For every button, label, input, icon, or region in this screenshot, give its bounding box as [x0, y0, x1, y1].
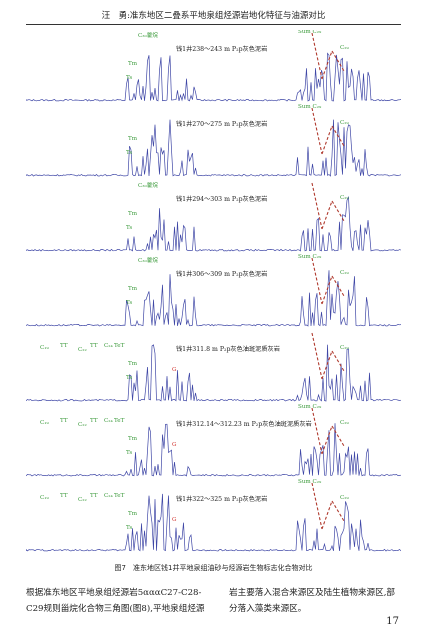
chromatogram-panel: 钱1井238～243 m P₂p灰色泥岩 C₃₀藿烷 Tm Ts Sum C₂₉ C₂₉: [26, 30, 401, 102]
peak-annotation: Ts: [126, 225, 132, 231]
peak-annotation: C₂₄: [104, 493, 114, 499]
body-text-left: 根据准东地区平地泉组烃源岩5αααC27-C28-C29规则甾烷化合物三角图(图…: [26, 588, 205, 614]
peak-annotation: Tm: [128, 361, 138, 367]
peak-annotation: C₂₉: [340, 195, 350, 201]
trend-dash-line: [311, 107, 323, 155]
chromatogram-trace: [26, 270, 401, 327]
peak-annotation: TeT: [114, 493, 125, 499]
header-rule: [26, 24, 401, 25]
peak-annotation: TT: [90, 343, 98, 349]
figure-caption: 图7 准东地区钱1井平地泉组油砂与烃源岩生物标志化合物对比: [114, 564, 313, 572]
peak-annotation: Tm: [128, 511, 138, 517]
peak-annotation: C₁₉: [40, 495, 50, 501]
peak-annotation: C₂₄: [104, 343, 114, 349]
peak-annotation: Ts: [126, 450, 132, 456]
peak-annotation: C₂₂: [78, 497, 87, 503]
body-text-right: 岩主要落入混合来源区及陆生植物来源区,部分落入藻类来源区。: [229, 588, 396, 614]
peak-annotation: G: [172, 517, 177, 523]
peak-annotation: C₁₉: [40, 420, 50, 426]
peak-annotation: Sum C₂₉: [298, 30, 322, 35]
peak-annotation: TT: [60, 493, 68, 499]
trend-dash-line: [311, 257, 323, 305]
trend-dash-line: [321, 200, 333, 230]
trend-dash-line: [331, 350, 345, 372]
peak-annotation: C₃₀藿烷: [138, 181, 158, 189]
peak-annotation: C₂₉: [340, 45, 350, 51]
peak-annotation: G: [172, 442, 177, 448]
peak-annotation: TT: [90, 493, 98, 499]
peak-annotation: C₂₉: [340, 270, 350, 276]
peak-annotation: C₂₉: [340, 420, 350, 426]
peak-annotation: C₃₀藿烷: [138, 31, 158, 39]
chromatogram-panel: 钱1井294～303 m P₂p灰色泥岩 C₃₀藿烷 Tm Ts C₂₉: [26, 181, 401, 252]
peak-annotation: G: [172, 367, 177, 373]
chromatogram-panel: 钱1井306～309 m P₂p灰色泥岩 C₃₀藿烷 Tm Ts Sum C₂₉ C₂₉: [26, 254, 401, 327]
header-title: 汪 勇:准东地区二叠系平地泉组烃源岩地化特征与油源对比: [101, 11, 326, 21]
trend-dash-line: [321, 500, 333, 530]
sample-label: 钱1井238～243 m P₂p灰色泥岩: [176, 45, 267, 53]
peak-annotation: Tm: [128, 436, 138, 442]
peak-annotation: C₃₀藿烷: [138, 256, 158, 264]
peak-annotation: Sum C₂₉: [298, 479, 322, 485]
peak-annotation: C₂₉: [340, 345, 350, 351]
peak-annotation: C₂₄: [104, 418, 114, 424]
peak-annotation: Tm: [128, 136, 138, 142]
peak-annotation: C₂₉: [340, 495, 350, 501]
sample-label: 钱1井312.14～312.23 m P₂p灰色油斑泥质灰岩: [176, 420, 312, 428]
sample-label: 钱1井306～309 m P₂p灰色泥岩: [176, 270, 267, 278]
peak-annotation: Ts: [126, 375, 132, 381]
trend-dash-line: [331, 425, 345, 447]
sample-label: 钱1井270～275 m P₂p灰色泥岩: [176, 120, 267, 128]
peak-annotation: Tm: [128, 211, 138, 217]
peak-annotation: Ts: [126, 300, 132, 306]
chromatogram-trace: [26, 52, 401, 102]
peak-annotation: Tm: [128, 286, 138, 292]
trend-dash-line: [331, 500, 345, 522]
page-number: 17: [386, 616, 399, 627]
trend-dash-line: [331, 125, 345, 147]
peak-annotation: TT: [90, 418, 98, 424]
peak-annotation: Sum C₂₉: [298, 254, 322, 260]
peak-annotation: C₂₂: [78, 347, 87, 353]
sample-label: 钱1井294～303 m P₂p灰色泥岩: [176, 195, 267, 203]
running-header: 汪 勇:准东地区二叠系平地泉组烃源岩地化特征与油源对比: [0, 0, 427, 26]
trend-dash-line: [331, 275, 345, 297]
peak-annotation: TeT: [114, 418, 125, 424]
peak-annotation: TeT: [114, 343, 125, 349]
trend-dash-line: [311, 32, 323, 80]
chromatogram-trace: [26, 344, 401, 402]
sample-label: 钱1井311.8 m P₂p灰色油斑泥质灰岩: [176, 345, 280, 353]
chromatogram-trace: [26, 195, 401, 252]
trend-dash-line: [311, 407, 323, 455]
peak-annotation: Ts: [126, 525, 132, 531]
trend-dash-line: [311, 182, 323, 230]
peak-annotation: C₂₉: [340, 120, 350, 126]
peak-annotation: C₂₂: [78, 422, 87, 428]
chromatogram-trace: [26, 493, 401, 552]
peak-annotation: Ts: [126, 150, 132, 156]
peak-annotation: Tm: [128, 61, 138, 67]
chromatogram-trace: [26, 423, 401, 477]
peak-annotation: TT: [60, 418, 68, 424]
peak-annotation: TT: [60, 343, 68, 349]
sample-label: 钱1井322～325 m P₂p灰色泥岩: [176, 495, 267, 503]
trend-dash-line: [321, 125, 333, 155]
trend-dash-line: [311, 332, 323, 380]
peak-annotation: C₁₉: [40, 345, 50, 351]
trend-dash-line: [331, 200, 345, 222]
trend-dash-line: [331, 50, 345, 72]
chromatogram-panel: 钱1井270～275 m P₂p灰色泥岩 Tm Ts Sum C₂₉ C₂₉: [26, 104, 401, 177]
peak-annotation: Sum C₂₉: [298, 404, 322, 410]
trend-dash-line: [311, 482, 323, 530]
peak-annotation: Ts: [126, 75, 132, 81]
peak-annotation: Sum C₂₉: [298, 104, 322, 110]
chromatogram-trace: [26, 119, 401, 177]
